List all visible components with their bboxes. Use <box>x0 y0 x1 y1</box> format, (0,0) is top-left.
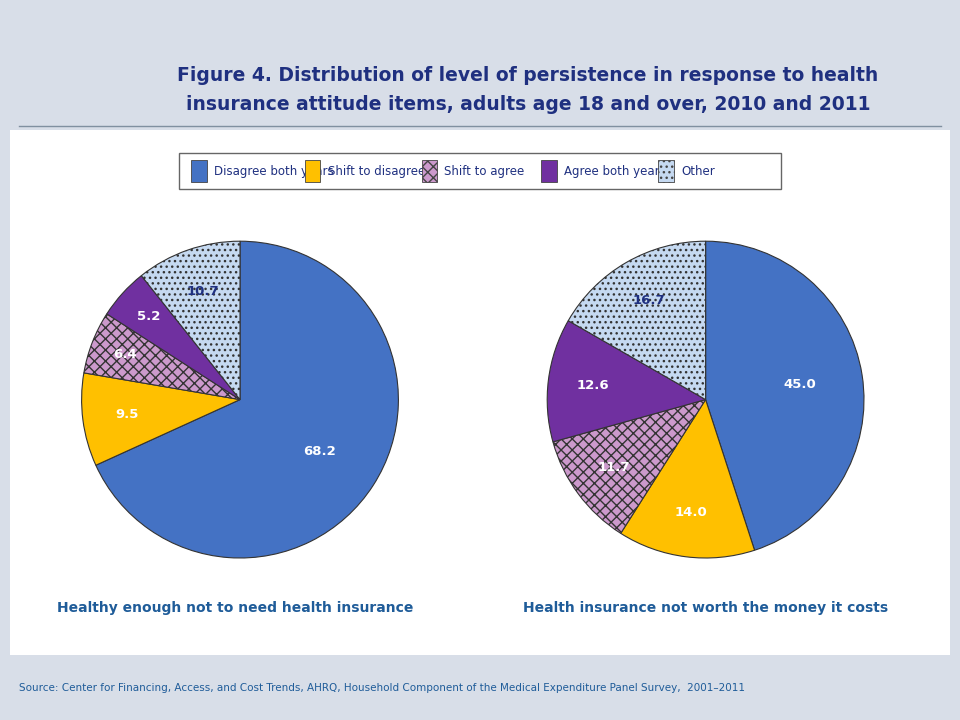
Text: Figure 4. Distribution of level of persistence in response to health: Figure 4. Distribution of level of persi… <box>178 66 878 85</box>
FancyBboxPatch shape <box>179 153 781 189</box>
Bar <box>191 161 206 182</box>
Wedge shape <box>107 276 240 400</box>
Text: 16.7: 16.7 <box>633 294 664 307</box>
Text: 12.6: 12.6 <box>576 379 609 392</box>
Text: Source: Center for Financing, Access, and Cost Trends, AHRQ, Household Component: Source: Center for Financing, Access, an… <box>19 683 745 693</box>
Wedge shape <box>82 373 240 465</box>
Bar <box>305 161 321 182</box>
Bar <box>659 161 674 182</box>
Wedge shape <box>547 320 706 442</box>
Bar <box>541 161 557 182</box>
Wedge shape <box>568 241 706 400</box>
Wedge shape <box>84 314 240 400</box>
Text: 10.7: 10.7 <box>186 285 219 298</box>
Wedge shape <box>141 241 240 400</box>
Text: Other: Other <box>681 165 714 178</box>
Text: Health insurance not worth the money it costs: Health insurance not worth the money it … <box>523 601 888 616</box>
Text: 68.2: 68.2 <box>303 444 336 457</box>
Wedge shape <box>96 241 398 558</box>
Text: Disagree both years: Disagree both years <box>214 165 333 178</box>
Text: 14.0: 14.0 <box>675 506 708 519</box>
Text: 9.5: 9.5 <box>115 408 138 420</box>
Text: Agree both years: Agree both years <box>564 165 666 178</box>
Text: Shift to disagree: Shift to disagree <box>327 165 425 178</box>
Bar <box>421 161 437 182</box>
Text: Healthy enough not to need health insurance: Healthy enough not to need health insura… <box>57 601 414 616</box>
Wedge shape <box>621 400 755 558</box>
Text: insurance attitude items, adults age 18 and over, 2010 and 2011: insurance attitude items, adults age 18 … <box>185 95 871 114</box>
Text: 5.2: 5.2 <box>136 310 160 323</box>
Text: 45.0: 45.0 <box>783 378 816 391</box>
Wedge shape <box>706 241 864 550</box>
Wedge shape <box>553 400 706 534</box>
Text: Shift to agree: Shift to agree <box>444 165 524 178</box>
Text: 6.4: 6.4 <box>113 348 136 361</box>
Text: 11.7: 11.7 <box>598 461 630 474</box>
